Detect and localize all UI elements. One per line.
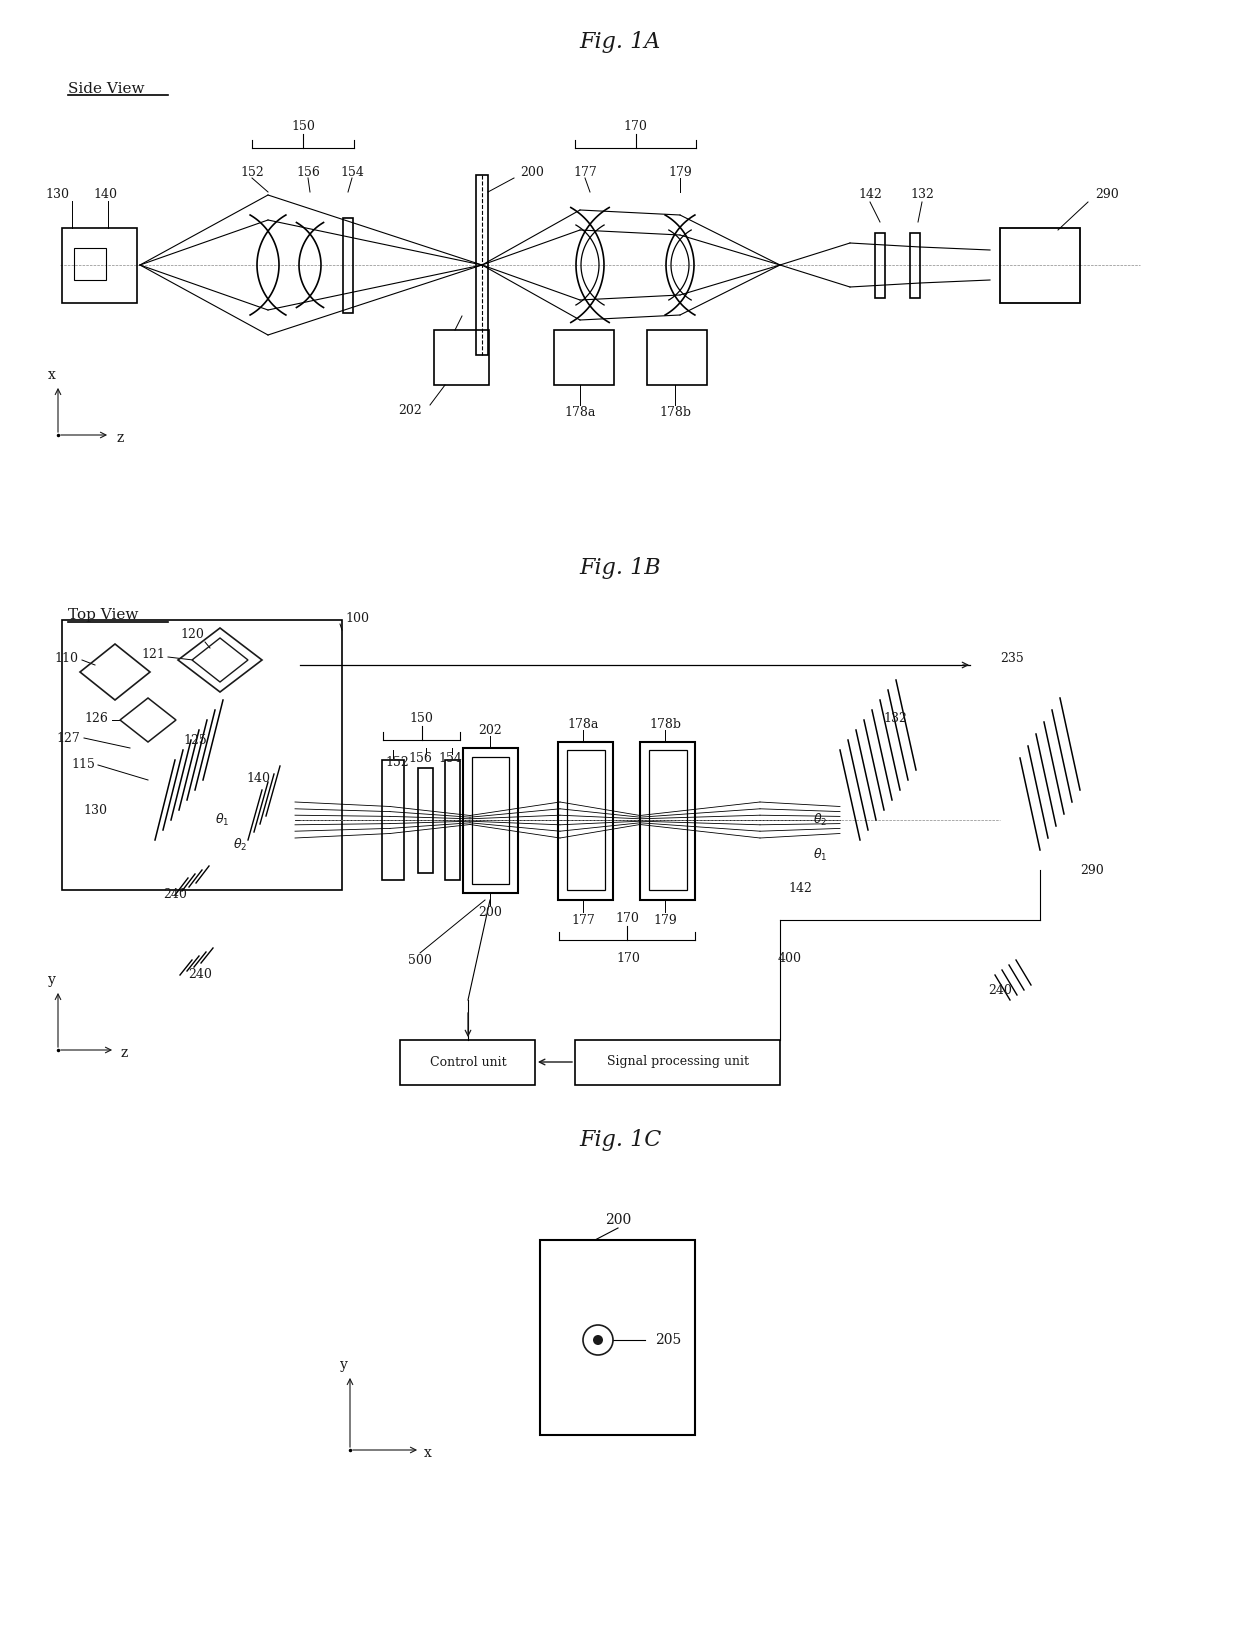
Text: 142: 142	[858, 188, 882, 202]
Text: 150: 150	[409, 712, 434, 725]
Text: y: y	[340, 1358, 348, 1373]
Text: 177: 177	[572, 914, 595, 927]
Text: 178a: 178a	[568, 717, 599, 730]
Text: 154: 154	[438, 752, 463, 765]
Text: 177: 177	[573, 165, 596, 178]
Bar	[910, 233, 920, 297]
Text: 100: 100	[345, 611, 370, 624]
Text: 170: 170	[616, 952, 640, 965]
Bar	[640, 742, 694, 900]
Text: Fig. 1A: Fig. 1A	[579, 31, 661, 53]
Bar	[74, 248, 105, 279]
Text: 126: 126	[84, 712, 108, 725]
Text: 205: 205	[655, 1333, 681, 1346]
Text: 140: 140	[246, 771, 270, 785]
Bar	[418, 768, 433, 872]
Text: $\theta_1$: $\theta_1$	[812, 847, 827, 862]
Bar	[539, 1241, 694, 1436]
Text: Fig. 1C: Fig. 1C	[579, 1128, 661, 1151]
Text: Side View: Side View	[68, 83, 145, 96]
Bar	[558, 742, 613, 900]
Text: 156: 156	[408, 752, 432, 765]
Text: 125: 125	[184, 733, 207, 747]
Text: z: z	[120, 1046, 128, 1061]
Bar	[382, 760, 404, 881]
Circle shape	[593, 1335, 603, 1345]
Text: 500: 500	[408, 953, 432, 966]
Bar	[999, 228, 1080, 302]
Text: 115: 115	[71, 758, 95, 771]
Text: 121: 121	[141, 649, 165, 661]
Text: 130: 130	[45, 188, 69, 202]
Bar	[649, 750, 687, 890]
Text: $\theta_2$: $\theta_2$	[233, 838, 247, 852]
Bar	[575, 1041, 780, 1085]
Text: 127: 127	[56, 732, 81, 745]
Text: 179: 179	[653, 914, 677, 927]
Text: 202: 202	[479, 724, 502, 737]
Text: 240: 240	[188, 968, 212, 981]
Bar	[476, 175, 489, 355]
Text: 235: 235	[999, 651, 1024, 664]
Text: 178a: 178a	[564, 405, 595, 418]
Bar	[463, 748, 518, 894]
Text: 200: 200	[605, 1213, 631, 1227]
Text: z: z	[117, 431, 124, 444]
Text: 290: 290	[1095, 188, 1118, 202]
Text: 200: 200	[479, 905, 502, 919]
Text: 150: 150	[291, 119, 315, 132]
Text: 132: 132	[910, 188, 934, 202]
Bar	[401, 1041, 534, 1085]
Bar	[554, 330, 614, 385]
Text: 178b: 178b	[649, 717, 681, 730]
Text: Control unit: Control unit	[430, 1056, 506, 1069]
Text: y: y	[48, 973, 56, 986]
Text: 154: 154	[340, 165, 363, 178]
Text: 130: 130	[83, 803, 107, 816]
Bar	[445, 760, 460, 881]
Text: 200: 200	[520, 165, 544, 178]
Bar	[434, 330, 489, 385]
Text: 240: 240	[164, 889, 187, 902]
Text: 152: 152	[241, 165, 264, 178]
Text: 170: 170	[624, 119, 647, 132]
Text: 110: 110	[55, 651, 78, 664]
Text: 152: 152	[384, 755, 409, 768]
Bar	[62, 620, 342, 890]
Text: $\theta_1$: $\theta_1$	[215, 811, 229, 828]
Bar	[647, 330, 707, 385]
Text: Top View: Top View	[68, 608, 139, 623]
Text: 120: 120	[180, 628, 203, 641]
Text: 400: 400	[777, 952, 802, 965]
Text: 142: 142	[789, 882, 812, 894]
Text: x: x	[48, 368, 56, 382]
Text: x: x	[424, 1446, 432, 1460]
Text: 178b: 178b	[658, 405, 691, 418]
Text: Signal processing unit: Signal processing unit	[608, 1056, 749, 1069]
Text: 140: 140	[93, 188, 117, 202]
Bar	[875, 233, 885, 297]
Text: 179: 179	[668, 165, 692, 178]
Text: 156: 156	[296, 165, 320, 178]
Text: Fig. 1B: Fig. 1B	[579, 557, 661, 578]
Text: $\theta_2$: $\theta_2$	[813, 811, 827, 828]
Text: 290: 290	[1080, 864, 1104, 877]
Bar	[567, 750, 605, 890]
Bar	[62, 228, 136, 302]
Text: 240: 240	[988, 983, 1012, 996]
Bar	[343, 218, 353, 312]
Text: 170: 170	[615, 912, 639, 925]
Bar	[472, 757, 508, 884]
Text: 202: 202	[398, 403, 422, 416]
Text: 132: 132	[883, 712, 906, 725]
